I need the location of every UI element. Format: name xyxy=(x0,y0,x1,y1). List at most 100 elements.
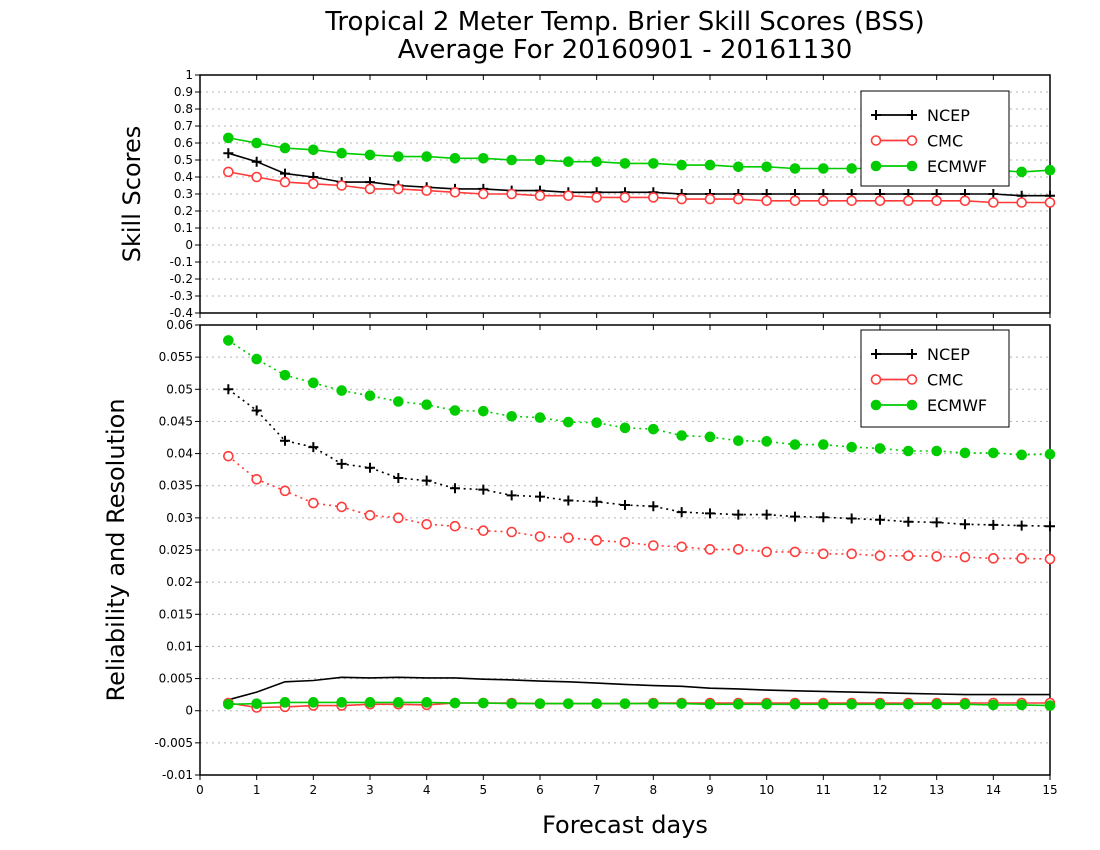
data-point xyxy=(478,697,489,709)
data-point xyxy=(421,518,432,530)
data-point xyxy=(506,154,517,166)
data-point xyxy=(704,193,716,205)
data-point xyxy=(846,163,857,174)
data-point xyxy=(279,697,291,708)
data-point xyxy=(704,431,716,443)
legend-marker xyxy=(907,110,917,120)
y-axis-title: Reliability and Resolution xyxy=(102,398,130,701)
x-tick-label: 0 xyxy=(196,783,204,797)
y-tick-label: 0.01 xyxy=(166,639,193,653)
legend-box xyxy=(860,329,1010,428)
skill-scores-panel: -0.4 -0.3 -0.2 -0.1 0 0.1 0.2 0.3 0.4 0.5 0.6 0.7 0.… xyxy=(118,68,1056,320)
data-point xyxy=(393,396,404,407)
data-point xyxy=(818,163,829,174)
data-point xyxy=(563,190,574,201)
y-tick-label: 0.2 xyxy=(174,204,193,218)
data-point xyxy=(1045,521,1055,532)
data-point xyxy=(846,698,857,710)
data-point xyxy=(336,180,347,191)
y-tick-label: 0.055 xyxy=(159,350,193,364)
data-point xyxy=(988,447,999,459)
data-point xyxy=(223,148,234,159)
data-point xyxy=(818,548,829,560)
data-point xyxy=(619,536,631,548)
data-point xyxy=(988,699,999,711)
data-point xyxy=(619,158,631,169)
series-cmc-reliability xyxy=(223,697,1056,713)
data-point xyxy=(704,544,716,555)
data-point xyxy=(421,151,432,162)
x-tick-label: 7 xyxy=(593,783,601,797)
data-point xyxy=(421,185,432,196)
data-point xyxy=(846,195,857,207)
data-point xyxy=(393,183,404,195)
y-tick-label: 0.1 xyxy=(174,221,193,235)
y-tick-label: 0.6 xyxy=(174,136,193,150)
data-point xyxy=(308,697,319,708)
x-tick-label: 4 xyxy=(423,783,431,797)
series-ncep-reliability xyxy=(228,676,1050,701)
data-point xyxy=(704,698,716,710)
data-point xyxy=(619,698,631,709)
data-point xyxy=(761,546,772,558)
x-tick-label: 5 xyxy=(480,783,488,797)
data-point xyxy=(1016,166,1027,178)
data-point xyxy=(336,458,347,469)
data-point xyxy=(676,698,687,709)
y-tick-label: 0.015 xyxy=(159,607,193,621)
data-point xyxy=(534,190,546,201)
data-point xyxy=(478,405,489,417)
data-point xyxy=(308,377,319,389)
data-point xyxy=(676,159,687,171)
data-point xyxy=(761,509,772,520)
data-point xyxy=(251,156,262,167)
data-point xyxy=(648,158,659,169)
legend-marker xyxy=(906,374,918,385)
y-tick-label: -0.3 xyxy=(170,289,193,303)
data-point xyxy=(1044,164,1056,176)
data-point xyxy=(534,531,546,542)
y-tick-label: -0.2 xyxy=(170,272,193,286)
data-point xyxy=(223,132,234,144)
data-point xyxy=(959,447,971,459)
legend-marker xyxy=(870,399,882,411)
data-point xyxy=(733,161,744,173)
data-point xyxy=(733,544,744,555)
y-tick-label: 0.04 xyxy=(166,447,193,461)
data-point xyxy=(563,532,574,544)
data-point xyxy=(619,422,631,434)
data-point xyxy=(393,151,404,162)
legend: NCEP CMC ECMWF xyxy=(860,329,1010,428)
data-point xyxy=(364,697,376,708)
data-point xyxy=(874,698,886,710)
data-point xyxy=(733,698,744,710)
y-tick-label: 0.02 xyxy=(166,575,193,589)
x-tick-label: 12 xyxy=(872,783,887,797)
data-point xyxy=(251,698,262,709)
y-tick-label: -0.1 xyxy=(170,255,193,269)
x-tick-label: 13 xyxy=(929,783,944,797)
data-point xyxy=(676,507,687,518)
x-tick-label: 1 xyxy=(253,783,261,797)
data-point xyxy=(364,509,376,521)
data-point xyxy=(223,335,234,346)
data-point xyxy=(676,541,687,553)
y-tick-label: 0.8 xyxy=(174,102,193,116)
data-point xyxy=(789,163,801,174)
data-point xyxy=(733,509,744,520)
data-point xyxy=(620,500,630,510)
data-point xyxy=(336,147,347,159)
legend-label: ECMWF xyxy=(927,157,987,176)
data-point xyxy=(223,698,234,710)
data-point xyxy=(846,513,857,524)
data-point xyxy=(534,154,546,166)
data-point xyxy=(818,698,829,710)
data-point xyxy=(959,195,971,207)
data-point xyxy=(988,197,999,208)
legend-label: NCEP xyxy=(927,345,970,364)
y-tick-label: 1 xyxy=(185,68,193,82)
data-point xyxy=(676,430,687,441)
data-point xyxy=(846,441,857,453)
data-point xyxy=(648,423,659,435)
